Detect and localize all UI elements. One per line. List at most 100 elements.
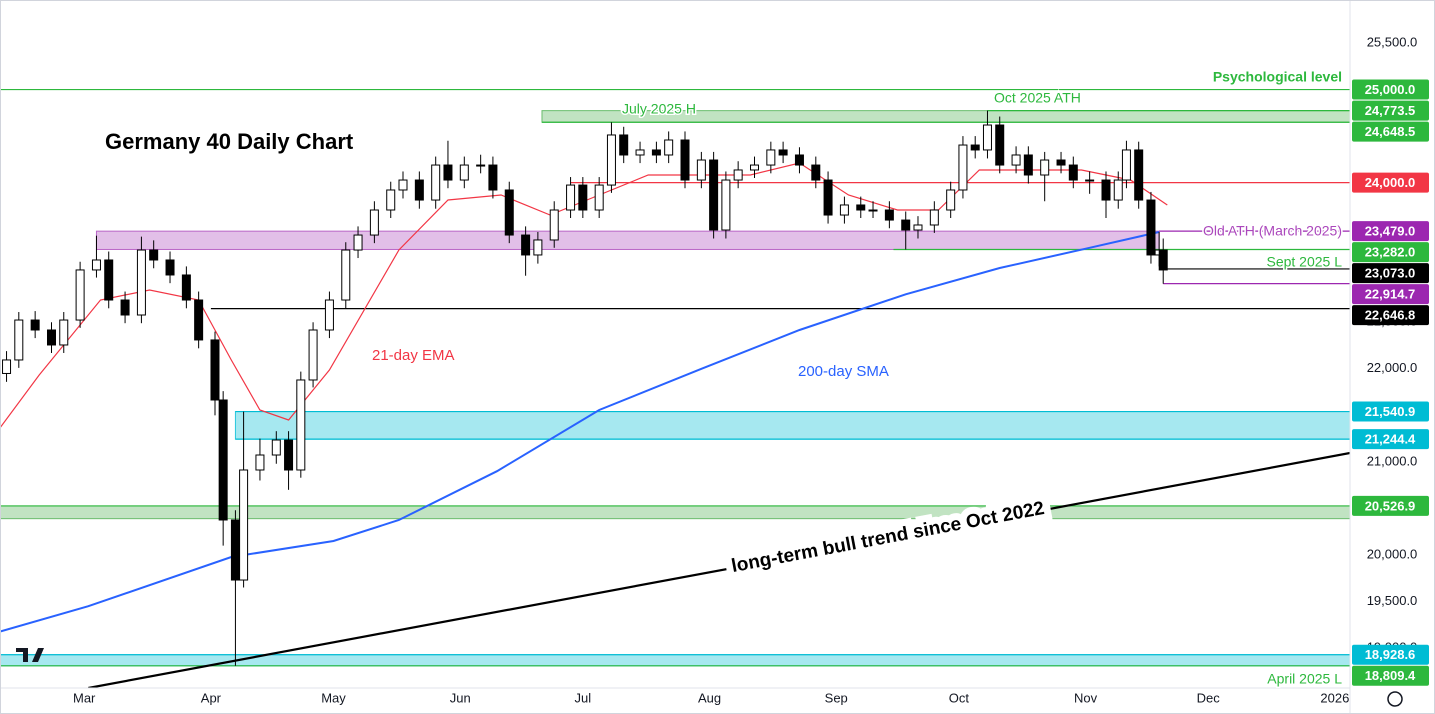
price-badge [1352,305,1429,326]
candle-body [104,259,114,301]
candle-body [566,184,576,211]
price-badge [1352,429,1429,450]
price-badge-label: 23,479.0 [1365,224,1416,239]
candle-body [210,339,220,401]
x-tick-label: Dec [1197,690,1221,705]
candle-body [823,179,833,216]
candle-body [733,169,743,181]
zone [0,505,1350,520]
x-tick-label: Jul [575,690,592,705]
x-tick-label: Nov [1074,690,1098,705]
candle-body [2,359,12,374]
candle-body [578,184,588,211]
price-badge [1352,495,1429,516]
candle-body [414,179,424,201]
x-tick-label: Apr [201,690,222,705]
price-badge-label: 22,646.8 [1365,308,1416,323]
candle-body [696,159,706,181]
x-tick-label: 2026 [1320,690,1349,705]
line-series [88,451,1350,688]
candle-body [664,139,674,156]
candle-body [721,179,731,231]
price-badge-label: 23,282.0 [1365,245,1416,260]
price-badge [1352,121,1429,142]
candle-body [459,164,469,181]
logo [16,648,44,662]
y-tick-label: 22,000.0 [1367,360,1418,375]
candle-body [619,134,629,156]
y-tick-label: 25,500.0 [1367,34,1418,49]
price-badge [1352,644,1429,665]
candle-body [443,164,453,181]
candle-body [1134,149,1144,201]
candle-body [913,224,923,231]
x-tick-label: Mar [73,690,96,705]
candle-body [995,124,1005,166]
price-badge-label: 22,914.7 [1365,287,1416,302]
y-tick-label: 19,500.0 [1367,593,1418,608]
candle-body [839,204,849,216]
candle-body [284,439,294,471]
chart-title: Germany 40 Daily Chart [105,129,354,154]
price-badge [1352,100,1429,121]
candle-body [165,259,175,276]
price-badge-label: 20,526.9 [1365,498,1416,513]
candle-body [369,209,379,236]
price-badge-label: 21,540.9 [1365,404,1416,419]
y-tick-label: 20,000.0 [1367,546,1418,561]
series-label: 21-day EMA [372,347,455,364]
candle-body [75,269,85,321]
candle-body [811,164,821,181]
candle-body [431,164,441,201]
candle-body [1068,164,1078,181]
candle-body [386,189,396,211]
candle-body [14,319,24,361]
x-tick-label: Aug [698,690,721,705]
x-tick-label: Sep [825,690,848,705]
price-badge [1352,79,1429,100]
candle-body [271,439,281,456]
annotation: Sept 2025 L [1266,254,1342,270]
candle-body [1023,154,1033,176]
candle-body [982,124,992,151]
candle-body [549,209,559,241]
candle-body [635,149,645,156]
candle-body [766,149,776,166]
candle-body [324,299,334,331]
series-label: 200-day SMA [798,363,889,380]
price-badge-label: 25,000.0 [1365,82,1416,97]
candle-body [794,154,804,166]
candle-body [91,259,101,271]
plot-area [0,88,1350,688]
price-badge [1352,172,1429,193]
candle-body [709,159,719,231]
candle-body [1113,179,1123,201]
candle-body [194,299,204,341]
annotation: Oct 2025 ATH [994,90,1081,106]
candle-body [398,179,408,191]
candle-body [1085,179,1095,182]
candle-body [946,189,956,211]
candle-body [341,249,351,301]
candle-body [296,379,306,471]
price-badge [1352,665,1429,686]
candle-body [884,209,894,221]
candle-body [901,219,911,231]
zone [95,230,1160,250]
settings-icon[interactable] [1387,691,1403,707]
candle-body [136,249,146,316]
candle-body [504,189,514,236]
candle-body [181,274,191,301]
candle-body [239,469,249,581]
y-tick-label: 21,000.0 [1367,453,1418,468]
annotation: Old ATH (March 2025) [1203,223,1342,239]
candle-body [476,164,486,167]
candle-body [958,144,968,191]
candle-body [1056,159,1066,166]
candle-body [149,249,159,261]
candle-body [680,139,690,181]
annotation: April 2025 L [1267,671,1342,687]
candle-body [1040,159,1050,176]
axes: 19,000.019,500.020,000.021,000.022,000.0… [73,34,1417,705]
